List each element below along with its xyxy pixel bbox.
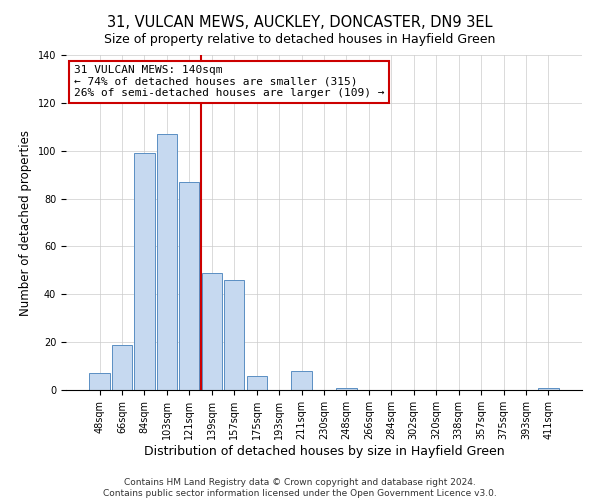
Bar bbox=[157, 134, 177, 390]
Bar bbox=[89, 373, 110, 390]
Bar bbox=[202, 273, 222, 390]
Y-axis label: Number of detached properties: Number of detached properties bbox=[19, 130, 32, 316]
Bar bbox=[134, 153, 155, 390]
Bar bbox=[337, 388, 356, 390]
Bar bbox=[112, 344, 132, 390]
X-axis label: Distribution of detached houses by size in Hayfield Green: Distribution of detached houses by size … bbox=[143, 444, 505, 458]
Bar bbox=[179, 182, 199, 390]
Bar bbox=[247, 376, 267, 390]
Bar bbox=[292, 371, 311, 390]
Text: Contains HM Land Registry data © Crown copyright and database right 2024.
Contai: Contains HM Land Registry data © Crown c… bbox=[103, 478, 497, 498]
Bar bbox=[224, 280, 244, 390]
Bar bbox=[538, 388, 559, 390]
Text: 31, VULCAN MEWS, AUCKLEY, DONCASTER, DN9 3EL: 31, VULCAN MEWS, AUCKLEY, DONCASTER, DN9… bbox=[107, 15, 493, 30]
Text: Size of property relative to detached houses in Hayfield Green: Size of property relative to detached ho… bbox=[104, 32, 496, 46]
Text: 31 VULCAN MEWS: 140sqm
← 74% of detached houses are smaller (315)
26% of semi-de: 31 VULCAN MEWS: 140sqm ← 74% of detached… bbox=[74, 65, 384, 98]
